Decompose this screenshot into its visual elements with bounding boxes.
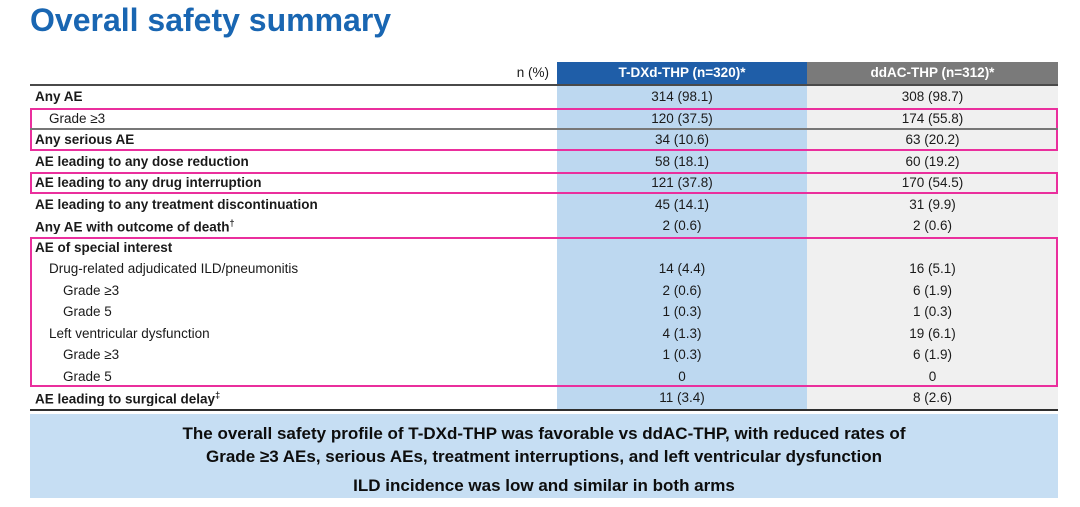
column-header-ddac-thp: ddAC-THP (n=312)* [807,62,1058,84]
summary-line: The overall safety profile of T-DXd-THP … [182,424,906,443]
table-row: Left ventricular dysfunction 4 (1.3) 19 … [30,322,1058,344]
row-label: AE leading to any dose reduction [35,153,249,169]
row-label: AE leading to surgical delay‡ [35,389,221,407]
cell-arm2: 63 (20.2) [807,129,1058,151]
safety-table: n (%) T-DXd-THP (n=320)* ddAC-THP (n=312… [30,62,1058,411]
row-label: Any AE [35,89,83,105]
cell-arm2: 19 (6.1) [807,322,1058,344]
summary-callout-box: The overall safety profile of T-DXd-THP … [30,414,1058,498]
table-row: AE leading to any treatment discontinuat… [30,193,1058,215]
cell-arm2: 2 (0.6) [807,215,1058,237]
row-label: Grade ≥3 [63,282,120,298]
cell-arm2: 6 (1.9) [807,344,1058,366]
table-row: Any AE 314 (98.1) 308 (98.7) [30,86,1058,108]
summary-line: Grade ≥3 AEs, serious AEs, treatment int… [206,447,882,466]
cell-arm1: 1 (0.3) [557,344,807,366]
table-row: AE leading to any dose reduction 58 (18.… [30,150,1058,172]
unit-header: n (%) [516,65,549,80]
cell-arm1: 2 (0.6) [557,215,807,237]
cell-arm2: 8 (2.6) [807,387,1058,409]
table-row: Any AE with outcome of death† 2 (0.6) 2 … [30,215,1058,237]
row-label: Grade ≥3 [49,110,106,126]
row-label: AE leading to any treatment discontinuat… [35,196,318,212]
table-row: Grade ≥3 1 (0.3) 6 (1.9) [30,344,1058,366]
row-label: AE of special interest [35,239,173,255]
table-body: Any AE 314 (98.1) 308 (98.7) Grade ≥3 12… [30,86,1058,411]
row-label: Grade ≥3 [63,347,120,363]
table-row: Grade 5 1 (0.3) 1 (0.3) [30,301,1058,323]
cell-arm2: 60 (19.2) [807,150,1058,172]
row-label: Any AE with outcome of death† [35,217,235,235]
table-header-row: n (%) T-DXd-THP (n=320)* ddAC-THP (n=312… [30,62,1058,86]
cell-arm2: 174 (55.8) [807,107,1058,129]
cell-arm1: 45 (14.1) [557,193,807,215]
row-label: Grade 5 [63,304,112,320]
cell-arm2: 0 [807,365,1058,387]
cell-arm2: 6 (1.9) [807,279,1058,301]
cell-arm2: 170 (54.5) [807,172,1058,194]
row-label: Any serious AE [35,132,135,148]
cell-arm1: 2 (0.6) [557,279,807,301]
row-label: Grade 5 [63,368,112,384]
cell-arm1: 120 (37.5) [557,107,807,129]
cell-arm1: 4 (1.3) [557,322,807,344]
table-row: AE leading to any drug interruption 121 … [30,172,1058,194]
cell-arm1: 14 (4.4) [557,258,807,280]
cell-arm1: 34 (10.6) [557,129,807,151]
table-row: AE of special interest [30,236,1058,258]
table-row: Grade 5 0 0 [30,365,1058,387]
cell-arm2: 308 (98.7) [807,86,1058,108]
row-label: Drug-related adjudicated ILD/pneumonitis [49,261,299,277]
cell-arm1: 58 (18.1) [557,150,807,172]
cell-arm1: 0 [557,365,807,387]
cell-arm1: 314 (98.1) [557,86,807,108]
column-header-tdxd-thp: T-DXd-THP (n=320)* [557,62,807,84]
table-row: Any serious AE 34 (10.6) 63 (20.2) [30,129,1058,151]
cell-arm2: 1 (0.3) [807,301,1058,323]
summary-line: ILD incidence was low and similar in bot… [353,476,735,495]
cell-arm1 [557,236,807,258]
row-label: Left ventricular dysfunction [49,325,210,341]
table-row: Drug-related adjudicated ILD/pneumonitis… [30,258,1058,280]
cell-arm1: 11 (3.4) [557,387,807,409]
table-row: Grade ≥3 2 (0.6) 6 (1.9) [30,279,1058,301]
cell-arm1: 121 (37.8) [557,172,807,194]
row-label: AE leading to any drug interruption [35,175,262,191]
cell-arm1: 1 (0.3) [557,301,807,323]
cell-arm2: 31 (9.9) [807,193,1058,215]
cell-arm2: 16 (5.1) [807,258,1058,280]
table-row: AE leading to surgical delay‡ 11 (3.4) 8… [30,387,1058,409]
cell-arm2 [807,236,1058,258]
table-row: Grade ≥3 120 (37.5) 174 (55.8) [30,107,1058,129]
page-title: Overall safety summary [30,2,392,38]
